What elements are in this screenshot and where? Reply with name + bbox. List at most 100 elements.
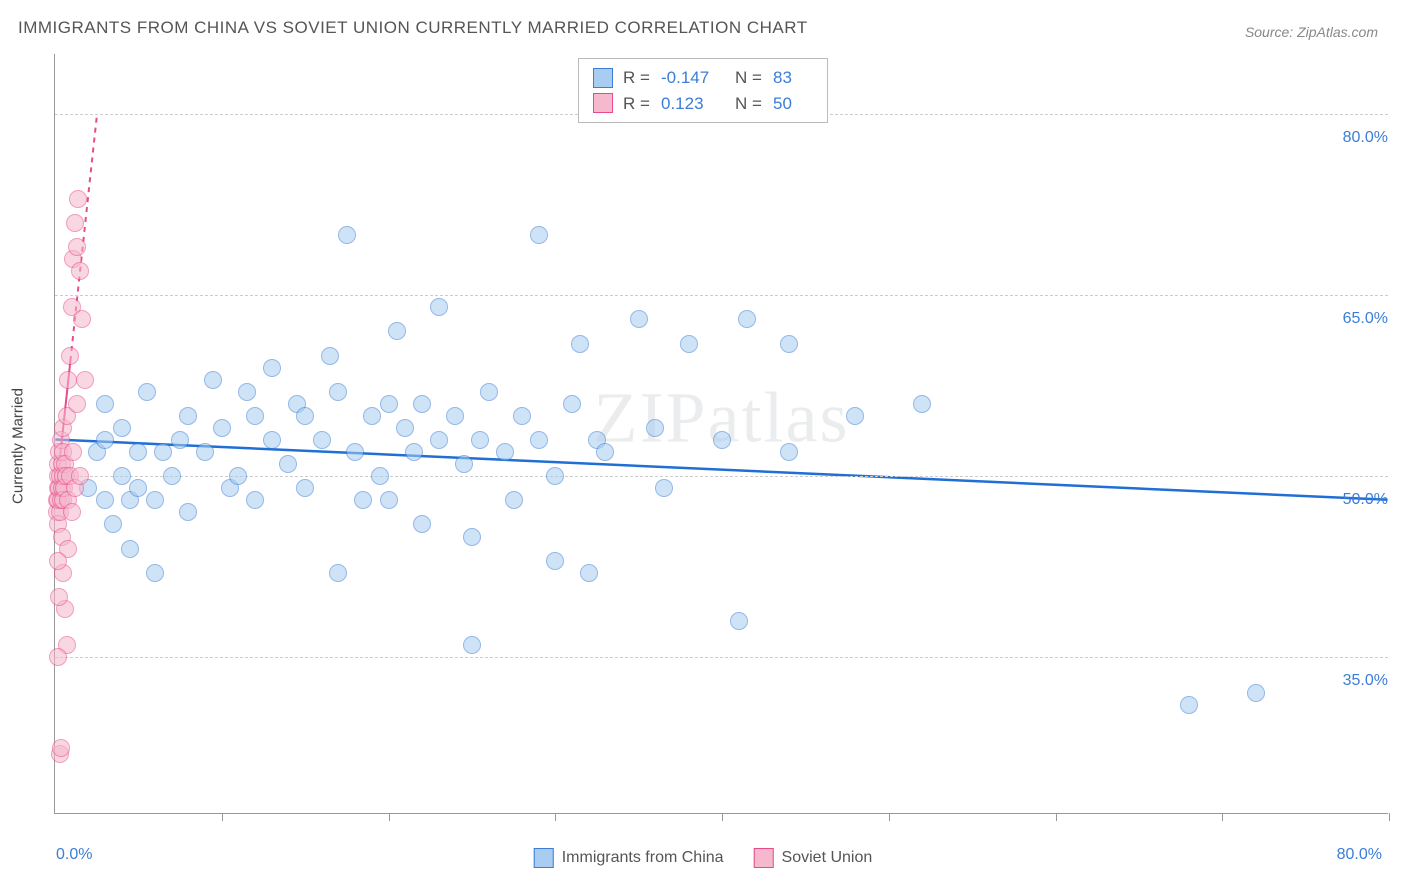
scatter-point [680,335,698,353]
scatter-point [68,395,86,413]
x-tick-mark [555,813,556,821]
scatter-point [229,467,247,485]
scatter-point [713,431,731,449]
scatter-point [329,564,347,582]
scatter-point [96,431,114,449]
scatter-point [129,443,147,461]
legend-item: Soviet Union [754,848,873,868]
scatter-point [463,636,481,654]
scatter-point [68,238,86,256]
scatter-point [413,395,431,413]
x-tick-mark [1056,813,1057,821]
scatter-point [313,431,331,449]
source-attribution: Source: ZipAtlas.com [1245,24,1378,40]
scatter-point [530,226,548,244]
scatter-point [1180,696,1198,714]
scatter-point [204,371,222,389]
legend-swatch [593,68,613,88]
gridline-horizontal [55,657,1388,658]
scatter-point [64,443,82,461]
scatter-point [463,528,481,546]
r-value: -0.147 [661,65,725,91]
chart-title: IMMIGRANTS FROM CHINA VS SOVIET UNION CU… [18,18,808,38]
scatter-point [163,467,181,485]
scatter-point [780,443,798,461]
scatter-point [171,431,189,449]
scatter-point [371,467,389,485]
legend-series-label: Soviet Union [782,849,873,867]
scatter-point [446,407,464,425]
y-axis-label: Currently Married [10,388,27,504]
legend-swatch [534,848,554,868]
scatter-point [69,190,87,208]
x-tick-mark [722,813,723,821]
scatter-point [738,310,756,328]
scatter-point [388,322,406,340]
scatter-point [61,347,79,365]
gridline-horizontal [55,476,1388,477]
scatter-point [513,407,531,425]
scatter-point [73,310,91,328]
scatter-point [380,491,398,509]
gridline-horizontal [55,295,1388,296]
scatter-point [50,588,68,606]
scatter-point [471,431,489,449]
scatter-point [76,371,94,389]
scatter-point [138,383,156,401]
n-value: 50 [773,91,813,117]
scatter-point [121,540,139,558]
legend-swatch [754,848,774,868]
scatter-point [59,371,77,389]
x-tick-mark [389,813,390,821]
y-tick-label: 80.0% [1343,129,1388,147]
scatter-point [780,335,798,353]
scatter-point [329,383,347,401]
scatter-point [263,359,281,377]
scatter-point [96,491,114,509]
x-axis-min-label: 0.0% [56,846,92,864]
scatter-point [430,298,448,316]
scatter-point [71,262,89,280]
scatter-point [113,419,131,437]
scatter-point [104,515,122,533]
legend-swatch [593,93,613,113]
x-tick-mark [222,813,223,821]
scatter-point [630,310,648,328]
scatter-point [52,739,70,757]
scatter-point [846,407,864,425]
y-tick-label: 50.0% [1343,491,1388,509]
scatter-point [246,407,264,425]
y-tick-label: 65.0% [1343,310,1388,328]
scatter-point [480,383,498,401]
x-tick-mark [1222,813,1223,821]
scatter-point [346,443,364,461]
scatter-point [546,467,564,485]
scatter-point [49,552,67,570]
scatter-point [129,479,147,497]
r-label: R = [623,91,651,117]
scatter-point [146,491,164,509]
r-label: R = [623,65,651,91]
scatter-point [49,648,67,666]
scatter-point [430,431,448,449]
scatter-point [380,395,398,413]
legend-item: Immigrants from China [534,848,724,868]
scatter-point [179,407,197,425]
x-axis-max-label: 80.0% [1337,846,1382,864]
scatter-point [405,443,423,461]
scatter-point [246,491,264,509]
scatter-point [179,503,197,521]
series-legend: Immigrants from China Soviet Union [534,848,873,868]
scatter-point [213,419,231,437]
scatter-point [655,479,673,497]
r-value: 0.123 [661,91,725,117]
scatter-point [66,214,84,232]
chart-plot-area: ZIPatlas [54,54,1388,814]
legend-series-label: Immigrants from China [562,849,724,867]
scatter-point [913,395,931,413]
scatter-point [546,552,564,570]
scatter-point [338,226,356,244]
scatter-point [530,431,548,449]
scatter-point [263,431,281,449]
scatter-point [571,335,589,353]
